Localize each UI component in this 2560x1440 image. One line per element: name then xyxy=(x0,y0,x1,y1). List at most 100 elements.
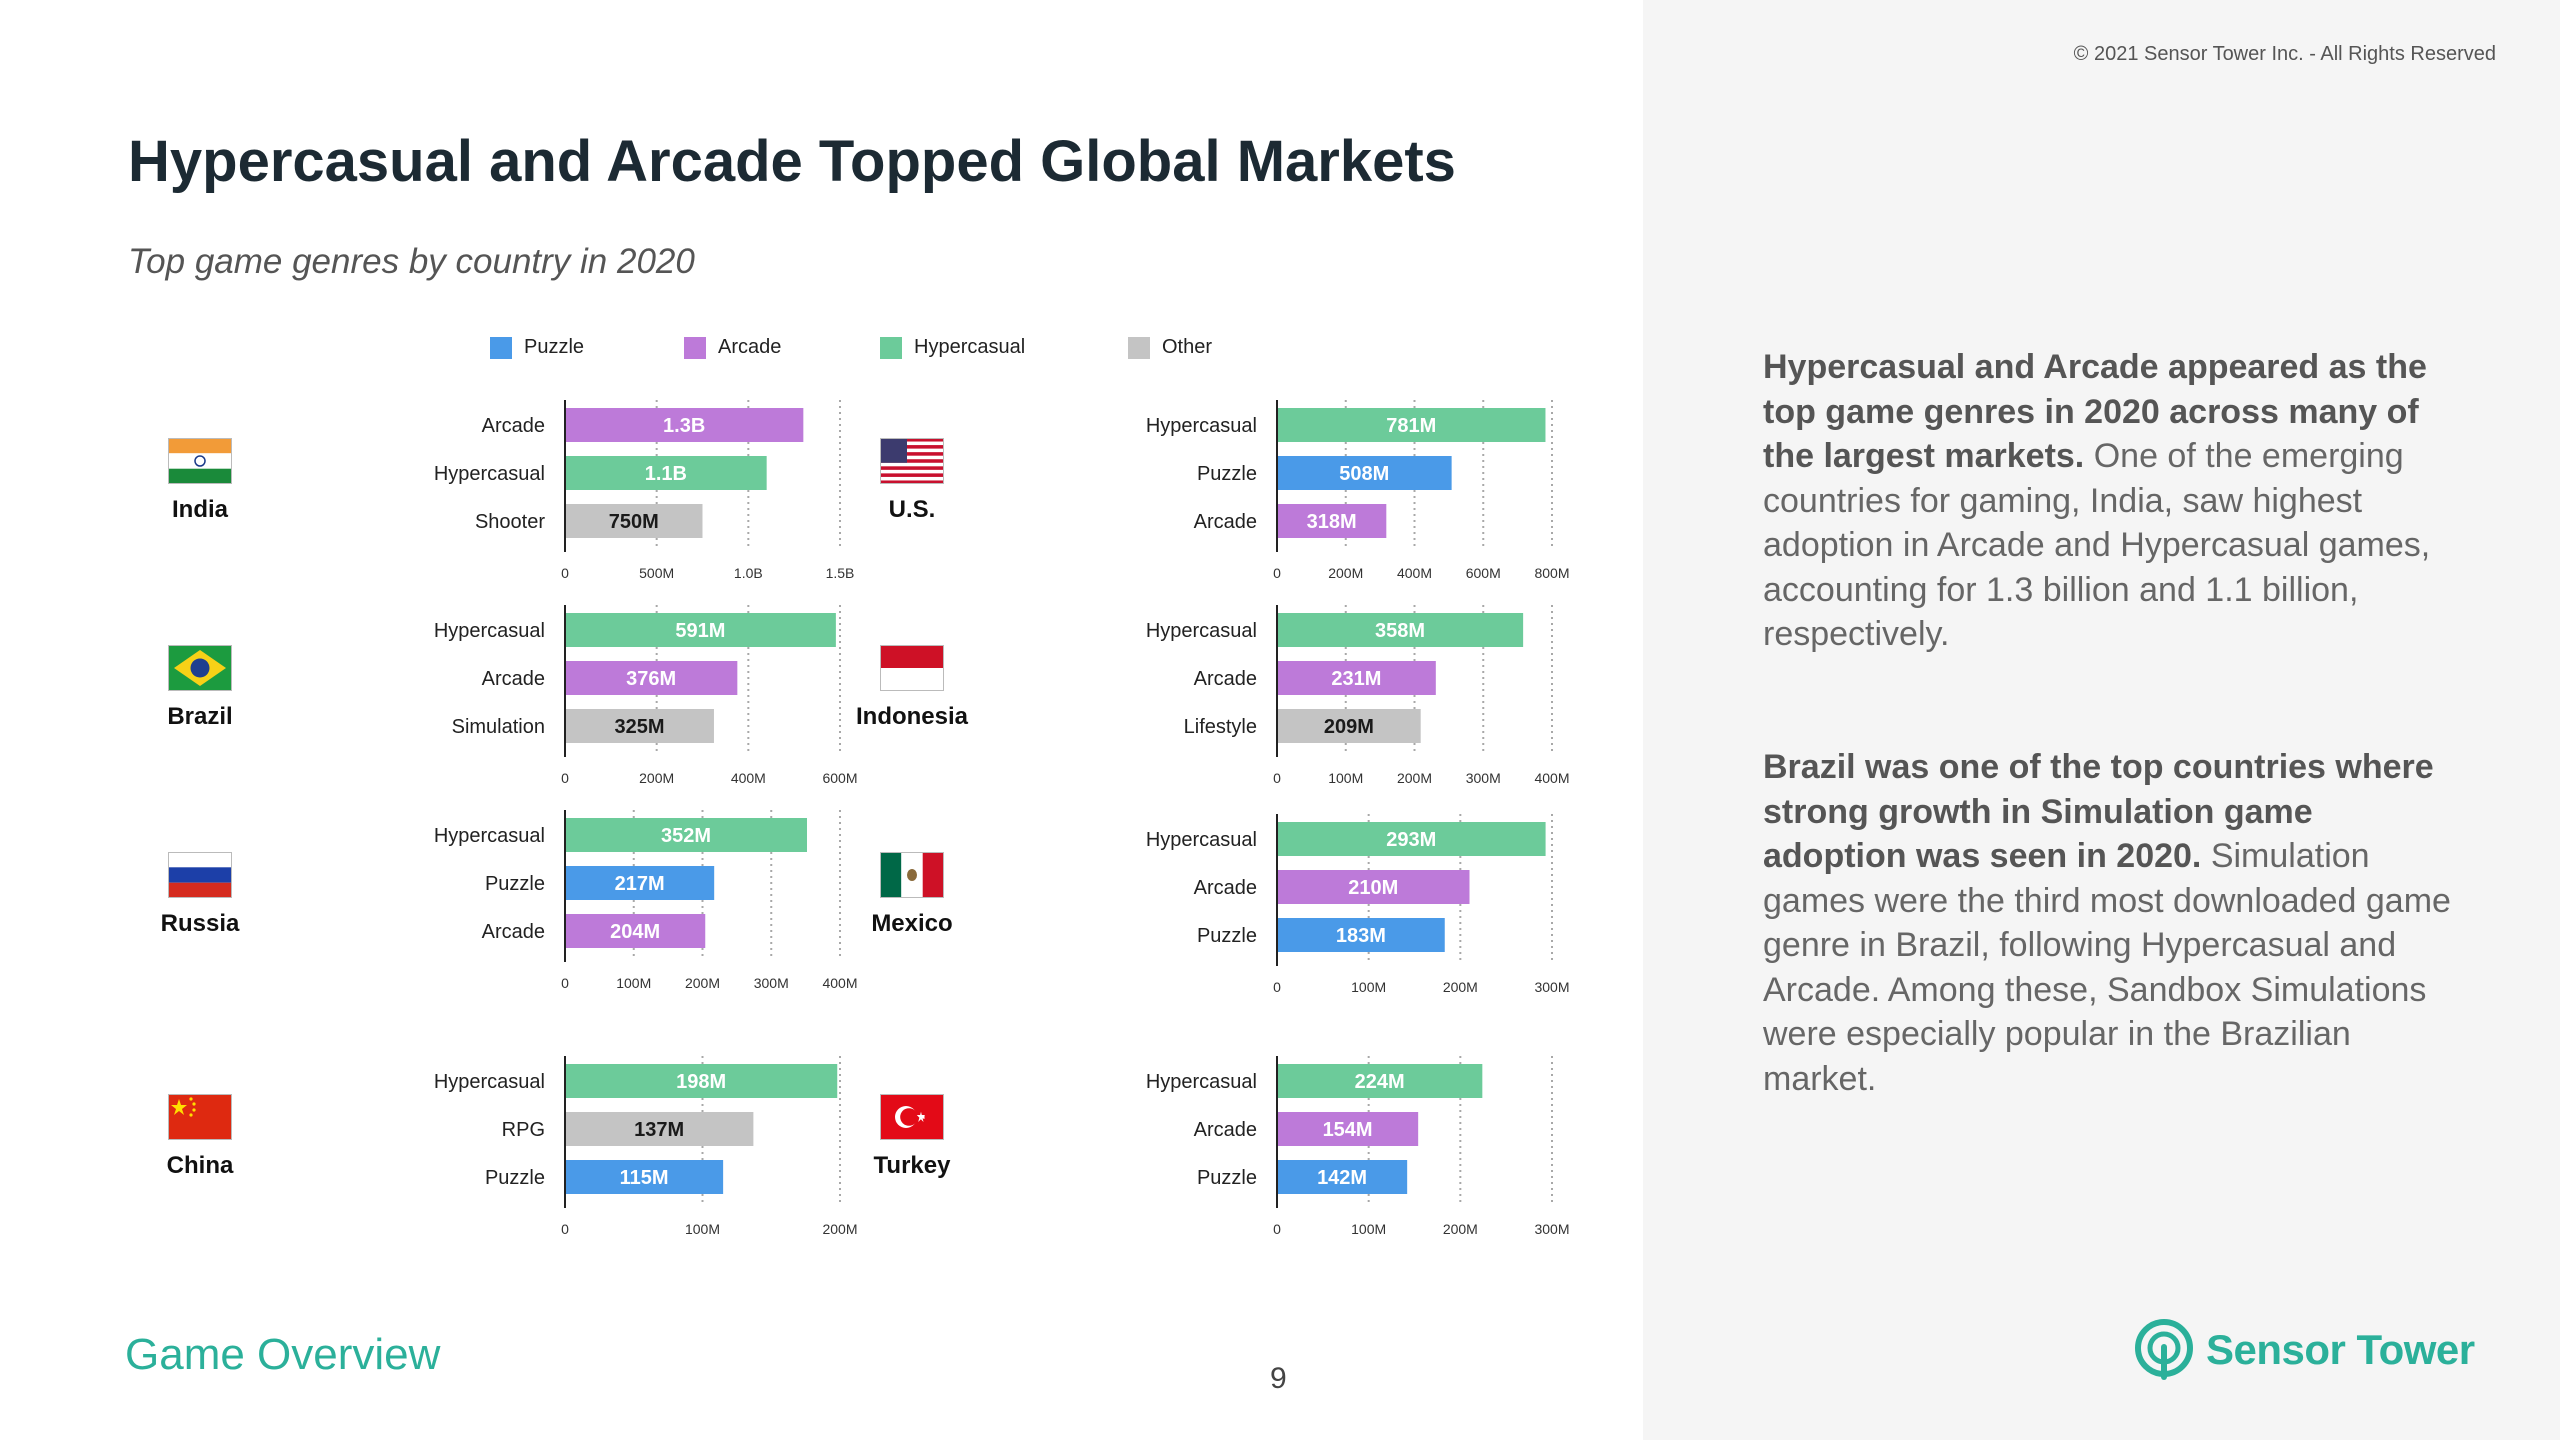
country-block: Mexico xyxy=(842,852,982,938)
bar xyxy=(565,866,715,900)
indonesia-flag-icon xyxy=(880,645,944,691)
tick-label: 200M xyxy=(1443,979,1478,995)
data-label: 115M xyxy=(620,1167,669,1189)
tick-label: 200M xyxy=(1397,770,1432,786)
bar-chart-brazil: Hypercasual 591M Arcade 376M Simulation 325M 0… xyxy=(434,605,858,786)
data-label: 318M xyxy=(1307,511,1357,533)
tick-label: 400M xyxy=(731,770,766,786)
data-label: 376M xyxy=(626,668,676,690)
bar xyxy=(565,504,703,538)
tick-label: 800M xyxy=(1534,565,1569,581)
tick-label: 0 xyxy=(1273,979,1281,995)
tick-label: 500M xyxy=(639,565,674,581)
tick-label: 300M xyxy=(1466,770,1501,786)
tick-label: 0 xyxy=(561,565,569,581)
country-block: Brazil xyxy=(130,645,270,731)
bar-chart-indonesia: Hypercasual 358M Arcade 231M Lifestyle 209M 0 1… xyxy=(1146,605,1570,786)
chart-subtitle: Top game genres by country in 2020 xyxy=(128,242,695,281)
bar xyxy=(565,613,836,647)
data-label: 325M xyxy=(614,716,664,738)
data-label: 154M xyxy=(1323,1119,1373,1141)
bar xyxy=(1277,870,1470,904)
legend-swatch-other xyxy=(1128,336,1150,359)
country-block: Turkey xyxy=(842,1094,982,1180)
tick-label: 0 xyxy=(561,975,569,991)
tick-label: 300M xyxy=(1534,1221,1569,1237)
tick-label: 0 xyxy=(1273,770,1281,786)
tick-label: 1.0B xyxy=(734,565,763,581)
country-block: Russia xyxy=(130,852,270,938)
tick-label: 600M xyxy=(1466,565,1501,581)
tick-label: 400M xyxy=(1397,565,1432,581)
commentary-highlight: Brazil was one of the top countries wher… xyxy=(1763,748,2434,875)
bar-chart-russia: Hypercasual 352M Puzzle 217M Arcade 204M 0 100M… xyxy=(434,810,858,991)
bar xyxy=(565,1112,754,1146)
bar xyxy=(1277,456,1452,490)
turkey-flag-icon xyxy=(880,1094,944,1140)
commentary-paragraph-india: Hypercasual and Arcade appeared as the t… xyxy=(1763,345,2463,657)
category-label: Puzzle xyxy=(485,873,545,895)
country-block: India xyxy=(130,438,270,524)
tick-label: 200M xyxy=(1443,1221,1478,1237)
chart-panel-us: U.S. Hypercasual 781M Puzzle 508M Arcade 318M… xyxy=(842,400,1570,600)
category-label: Hypercasual xyxy=(434,463,545,485)
page-number: 9 xyxy=(1270,1362,1287,1395)
india-flag-icon xyxy=(168,438,232,484)
category-label: Shooter xyxy=(475,511,545,533)
tick-label: 100M xyxy=(1351,979,1386,995)
logo-text: Sensor Tower xyxy=(2206,1326,2475,1373)
data-label: 198M xyxy=(676,1071,726,1093)
brazil-flag-icon xyxy=(168,645,232,691)
country-name: Indonesia xyxy=(855,703,969,730)
category-label: Arcade xyxy=(1194,877,1257,899)
commentary-body: One of the emerging countries for gaming… xyxy=(1763,437,2431,653)
legend-item-hypercasual: Hypercasual xyxy=(880,336,1025,359)
chart-panel-mexico: Mexico Hypercasual 293M Arcade 210M Puzzle 18… xyxy=(842,814,1570,1014)
category-label: Arcade xyxy=(482,668,545,690)
data-label: 142M xyxy=(1317,1167,1367,1189)
data-label: 210M xyxy=(1348,877,1398,899)
bar xyxy=(565,818,807,852)
category-label: Puzzle xyxy=(485,1167,545,1189)
legend-item-puzzle: Puzzle xyxy=(490,336,584,359)
chart-panel-indonesia: Indonesia Hypercasual 358M Arcade 231M Lifes… xyxy=(842,605,1570,805)
legend-swatch-hypercasual xyxy=(880,336,902,359)
page-title: Hypercasual and Arcade Topped Global Mar… xyxy=(128,129,1456,194)
legend-swatch-arcade xyxy=(684,336,706,359)
tick-label: 100M xyxy=(685,1221,720,1237)
data-label: 231M xyxy=(1331,668,1381,690)
bar xyxy=(1277,613,1524,647)
category-label: Hypercasual xyxy=(1146,829,1257,851)
legend-item-other: Other xyxy=(1128,336,1212,359)
country-name: China xyxy=(166,1152,234,1179)
tick-label: 600M xyxy=(822,770,857,786)
data-label: 224M xyxy=(1355,1071,1405,1093)
data-label: 1.1B xyxy=(645,463,687,485)
category-label: Hypercasual xyxy=(434,1071,545,1093)
category-label: Arcade xyxy=(1194,511,1257,533)
category-label: RPG xyxy=(502,1119,545,1141)
data-label: 358M xyxy=(1375,620,1425,642)
bar xyxy=(1277,822,1546,856)
bar-chart-turkey: Hypercasual 224M Arcade 154M Puzzle 142M 0 100M… xyxy=(1146,1056,1570,1237)
tick-label: 100M xyxy=(1351,1221,1386,1237)
category-label: Puzzle xyxy=(1197,925,1257,947)
tick-label: 1.5B xyxy=(826,565,855,581)
tick-label: 400M xyxy=(822,975,857,991)
category-label: Hypercasual xyxy=(434,620,545,642)
china-flag-icon xyxy=(168,1094,232,1140)
bar xyxy=(1277,504,1387,538)
bar xyxy=(1277,709,1421,743)
russia-flag-icon xyxy=(168,852,232,898)
chart-panel-china: China Hypercasual 198M RPG 137M Puzzle 115M 0 1… xyxy=(130,1056,858,1256)
category-label: Arcade xyxy=(482,415,545,437)
legend-label: Puzzle xyxy=(524,336,585,358)
bar xyxy=(565,1064,838,1098)
tick-label: 0 xyxy=(561,1221,569,1237)
tick-label: 0 xyxy=(561,770,569,786)
chart-panel-russia: Russia Hypercasual 352M Puzzle 217M Arcade 20… xyxy=(130,810,858,1010)
commentary-body: Simulation games were the third most dow… xyxy=(1763,837,2451,1098)
tick-label: 200M xyxy=(639,770,674,786)
category-label: Puzzle xyxy=(1197,1167,1257,1189)
category-label: Puzzle xyxy=(1197,463,1257,485)
